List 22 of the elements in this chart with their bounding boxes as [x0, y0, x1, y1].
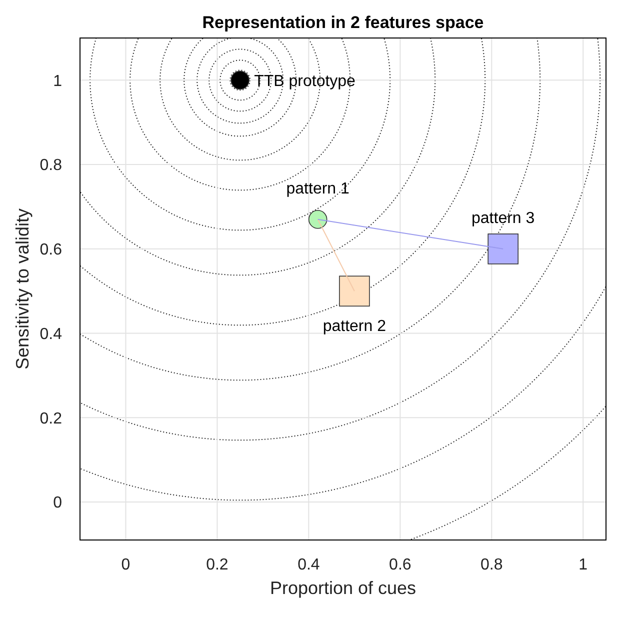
y-tick-label: 0.6 [40, 242, 62, 259]
x-tick-label: 0.2 [206, 556, 228, 574]
point [308, 210, 328, 229]
series-label: pattern 2 [322, 318, 386, 336]
y-tick-label: 0.8 [40, 157, 62, 174]
x-tick-label: 0.6 [389, 556, 412, 574]
y-tick-label: 0.4 [40, 326, 62, 343]
y-tick-label: 1 [53, 72, 62, 90]
y-axis-title: Sensitivity to validity [12, 208, 32, 370]
series-label: pattern 1 [286, 180, 350, 198]
chart-title: Representation in 2 features space [202, 13, 484, 32]
x-axis-title: Proportion of cues [270, 578, 416, 598]
point [339, 276, 370, 307]
y-tick-label: 0.2 [40, 410, 62, 428]
series-label: pattern 3 [472, 210, 535, 227]
point [488, 234, 518, 264]
x-tick-label: 0 [121, 556, 130, 574]
series-label: TTB prototype [254, 73, 356, 90]
y-tick-label: 0 [53, 494, 62, 512]
x-tick-label: 0.4 [298, 556, 320, 574]
x-tick-label: 1 [578, 556, 588, 574]
x-tick-label: 0.8 [480, 556, 503, 574]
